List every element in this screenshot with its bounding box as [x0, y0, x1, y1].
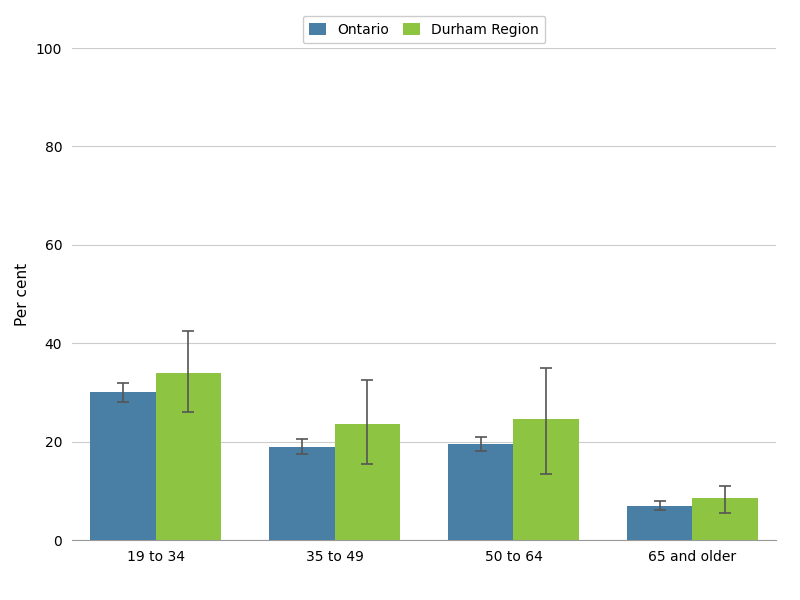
Bar	[514, 419, 579, 540]
Bar	[448, 444, 514, 540]
Y-axis label: Per cent: Per cent	[15, 262, 30, 326]
Bar	[627, 506, 693, 540]
Bar	[269, 446, 334, 540]
Bar	[334, 424, 400, 540]
Bar	[90, 392, 155, 540]
Bar	[693, 498, 758, 540]
Legend: Ontario, Durham Region: Ontario, Durham Region	[302, 16, 546, 43]
Bar	[155, 373, 221, 540]
